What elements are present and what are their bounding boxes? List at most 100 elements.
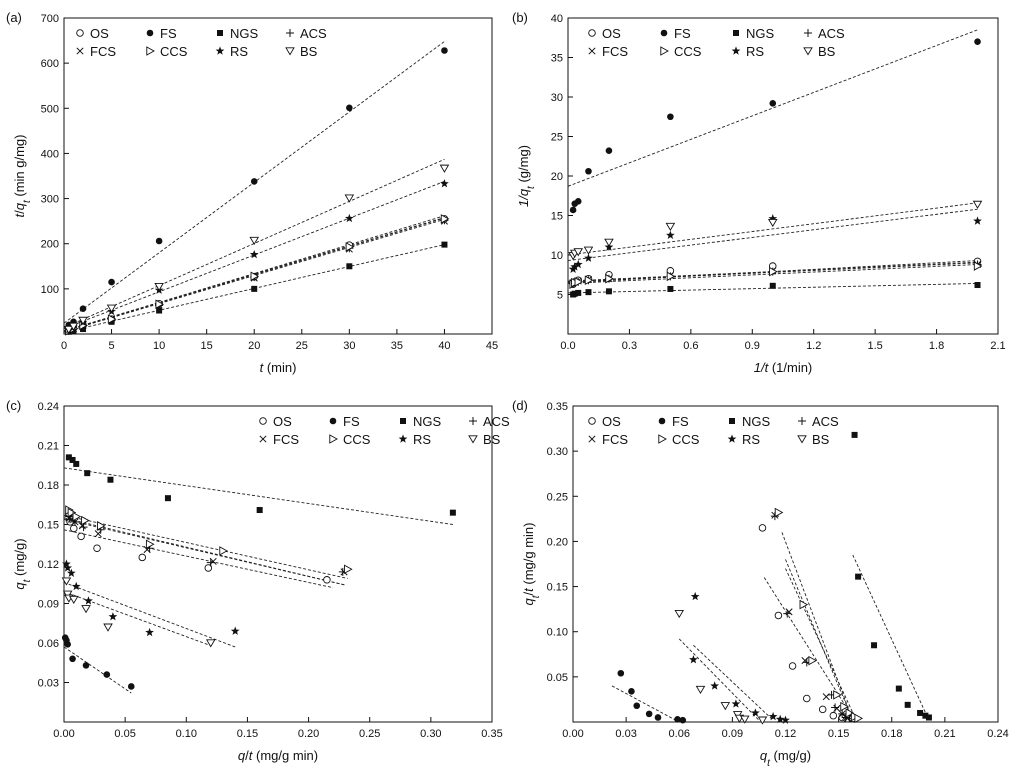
data-point bbox=[731, 699, 741, 708]
x-tick-label: 0.10 bbox=[176, 728, 197, 740]
data-point bbox=[667, 113, 674, 121]
x-tick-label: 0.18 bbox=[881, 728, 902, 740]
series-bs bbox=[568, 200, 983, 261]
y-tick-label: 0.25 bbox=[547, 491, 568, 503]
panel-label: (a) bbox=[6, 10, 22, 25]
data-point bbox=[573, 259, 583, 269]
fit-line-bs bbox=[64, 158, 445, 329]
y-tick-label: 0.03 bbox=[38, 678, 59, 690]
series-ngs bbox=[65, 241, 448, 335]
open-circle-icon bbox=[76, 29, 84, 37]
fit-line-fcs bbox=[568, 261, 978, 282]
y-tick-label: 0.05 bbox=[547, 672, 568, 684]
data-point bbox=[69, 655, 76, 663]
data-point bbox=[654, 714, 662, 721]
filled-square-icon bbox=[400, 418, 406, 424]
series-ccs bbox=[569, 261, 983, 289]
y-tick-label: 700 bbox=[41, 13, 59, 25]
series-bs bbox=[61, 577, 216, 648]
data-point bbox=[838, 710, 846, 718]
fit-line-ngs bbox=[852, 554, 930, 721]
fit-line-acs bbox=[785, 559, 854, 721]
cross-icon bbox=[588, 47, 596, 55]
y-tick-label: 35 bbox=[551, 53, 563, 65]
legend-item-fcs: FCS bbox=[259, 432, 299, 447]
y-tick-label: 300 bbox=[41, 194, 59, 206]
data-point bbox=[833, 690, 842, 700]
data-point bbox=[774, 507, 784, 518]
legend-label: FS bbox=[160, 26, 177, 41]
data-point bbox=[585, 167, 592, 175]
legend-label: RS bbox=[413, 432, 431, 447]
data-point bbox=[63, 325, 74, 334]
fit-line-ngs bbox=[64, 467, 453, 525]
data-point bbox=[103, 671, 111, 678]
y-tick-label: 500 bbox=[41, 103, 59, 115]
data-point bbox=[674, 715, 681, 723]
series-rs bbox=[62, 559, 240, 637]
y-axis-title: t/qt (min g/mg) bbox=[12, 135, 33, 218]
x-axis-ticks: 0.0 0.3 0.6 0.9 1.2 1.5 1.8 2.1 bbox=[560, 329, 1006, 352]
y-tick-label: 0.15 bbox=[38, 520, 59, 532]
x-tick-label: 0.21 bbox=[934, 728, 955, 740]
data-point bbox=[674, 610, 685, 619]
data-point bbox=[689, 655, 698, 664]
legend-item-ngs: NGS bbox=[400, 414, 442, 429]
legend-label: FCS bbox=[602, 432, 628, 447]
y-tick-label: 600 bbox=[41, 58, 59, 70]
legend-item-fs: FS bbox=[660, 26, 691, 41]
data-point bbox=[127, 683, 135, 690]
data-point bbox=[256, 507, 263, 514]
legend-item-bs: BS bbox=[797, 432, 830, 447]
legend-item-fs: FS bbox=[329, 414, 360, 429]
data-point bbox=[440, 214, 450, 224]
legend-label: FCS bbox=[90, 44, 116, 59]
data-point bbox=[69, 456, 76, 463]
fit-line-fs bbox=[64, 646, 132, 694]
x-tick-label: 25 bbox=[296, 340, 308, 352]
open-right-triangle-icon bbox=[146, 46, 155, 56]
data-point bbox=[449, 509, 456, 516]
data-point bbox=[344, 194, 355, 203]
y-axis-ticks: 100 200 300 400 500 600 700 bbox=[41, 13, 69, 296]
panel-label: (b) bbox=[512, 10, 528, 25]
data-point bbox=[774, 611, 783, 620]
fit-line-ccs bbox=[785, 568, 857, 721]
panel-b: (b) 0.0 0.3 0.6 0.9 1.2 1.5 1.8 2.1 5 10 15 20 25 30 35… bbox=[512, 10, 1006, 375]
data-point bbox=[925, 714, 932, 721]
x-tick-label: 0.06 bbox=[669, 728, 690, 740]
legend-item-ccs: CCS bbox=[658, 432, 700, 447]
data-point bbox=[666, 271, 676, 282]
series-ngs bbox=[570, 282, 981, 298]
open-down-triangle-icon bbox=[285, 47, 295, 56]
filled-star-icon bbox=[398, 434, 408, 443]
x-tick-label: 0.35 bbox=[481, 728, 502, 740]
data-point bbox=[829, 711, 838, 720]
series-fs bbox=[569, 38, 981, 214]
data-points bbox=[568, 38, 983, 298]
legend-item-fcs: FCS bbox=[76, 44, 116, 59]
data-point bbox=[801, 657, 809, 665]
fit-line-bs bbox=[568, 202, 978, 256]
data-point bbox=[107, 476, 114, 483]
fit-line-ccs bbox=[64, 217, 445, 332]
legend-label: RS bbox=[742, 432, 760, 447]
x-tick-label: 2.1 bbox=[990, 340, 1005, 352]
legend-label: NGS bbox=[746, 26, 775, 41]
legend-label: OS bbox=[90, 26, 109, 41]
y-tick-label: 0.20 bbox=[547, 536, 568, 548]
data-point bbox=[206, 558, 215, 567]
x-axis-ticks: 0 5 10 15 20 25 30 35 40 45 bbox=[61, 329, 498, 352]
legend-item-fcs: FCS bbox=[588, 432, 628, 447]
data-point bbox=[63, 563, 73, 572]
y-tick-label: 0.35 bbox=[547, 401, 568, 413]
fit-line-fcs bbox=[781, 532, 854, 721]
fit-line-rs bbox=[64, 180, 445, 330]
data-point bbox=[840, 701, 849, 712]
legend: OS FS NGS ACS FCS CCS RS BS bbox=[588, 414, 839, 447]
x-axis-title: q/t (mg/g min) bbox=[238, 748, 318, 763]
legend-item-fs: FS bbox=[658, 414, 689, 429]
data-point bbox=[68, 595, 79, 605]
y-tick-label: 400 bbox=[41, 148, 59, 160]
data-point bbox=[851, 431, 858, 438]
